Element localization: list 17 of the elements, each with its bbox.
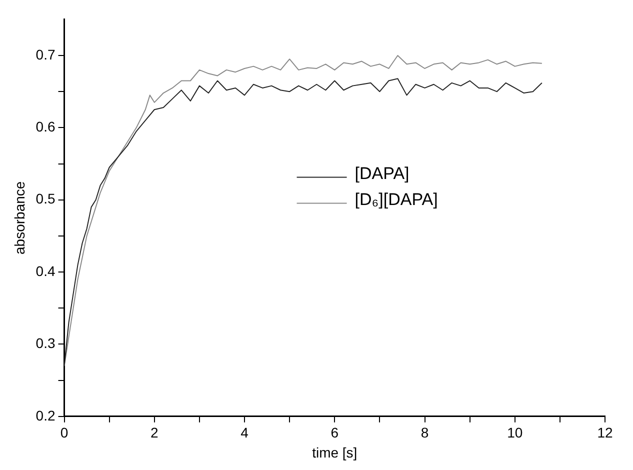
- legend-label: [D₆][DAPA]: [354, 190, 438, 209]
- x-tick-label: 4: [240, 424, 249, 441]
- y-tick-label: 0.6: [36, 118, 56, 135]
- x-tick-label: 8: [420, 424, 429, 441]
- x-tick-label: 10: [507, 424, 523, 441]
- legend-label: [DAPA]: [354, 164, 410, 183]
- x-tick-label: 0: [60, 424, 68, 441]
- y-tick-label: 0.2: [36, 407, 56, 424]
- y-tick-label: 0.7: [36, 46, 56, 62]
- y-tick-label: 0.5: [36, 190, 56, 207]
- x-tick-label: 12: [597, 424, 613, 441]
- y-tick-label: 0.4: [36, 262, 56, 279]
- x-tick-label: 6: [330, 424, 339, 441]
- x-tick-label: 2: [150, 424, 158, 441]
- y-tick-label: 0.3: [36, 335, 56, 352]
- x-axis-title: time [s]: [312, 444, 358, 460]
- y-axis-title: absorbance: [11, 181, 28, 254]
